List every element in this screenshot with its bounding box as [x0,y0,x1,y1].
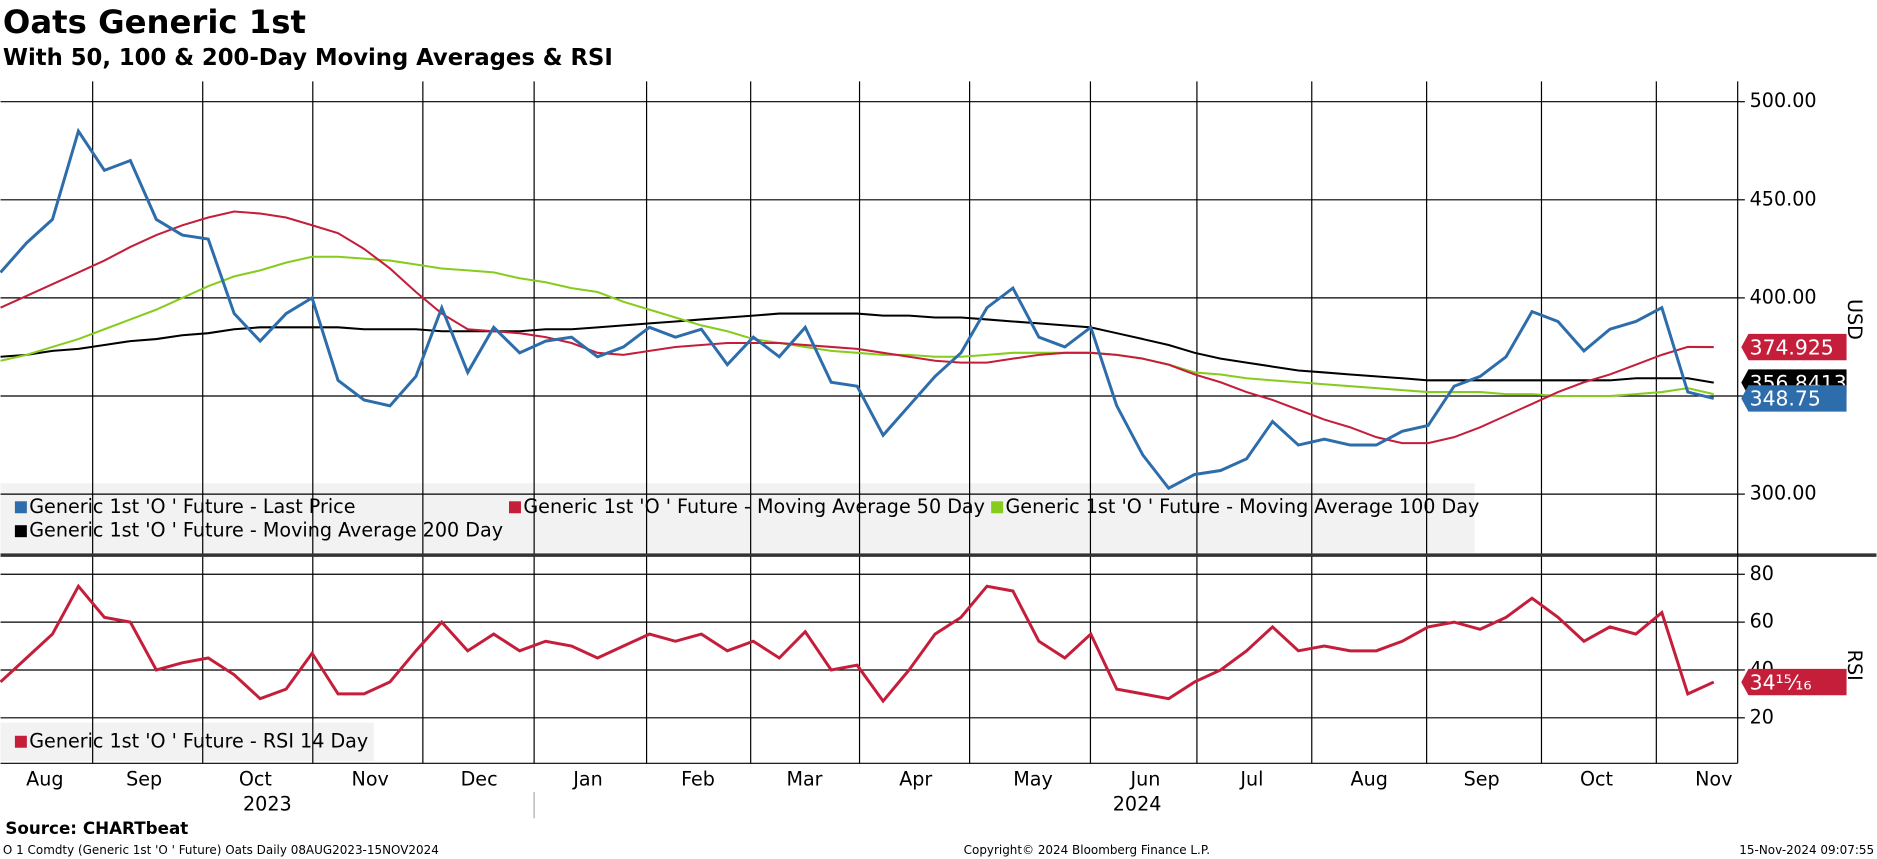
x-tick-label: Aug [1351,768,1388,791]
ticker-info: O 1 Comdty (Generic 1st 'O ' Future) Oat… [3,843,439,857]
tag-label: 34¹⁵⁄₁₆ [1750,670,1812,694]
tag-shape [1741,668,1847,696]
series-line [0,583,1715,704]
legend-box [0,722,374,761]
copyright: Copyright© 2024 Bloomberg Finance L.P. [964,843,1210,857]
tag-label: 374.925 [1750,335,1834,359]
y-axis-label: RSI [1843,650,1866,681]
x-tick-label: Sep [126,768,162,791]
legend-swatch [14,735,27,748]
y-tick-label: 20 [1750,705,1774,728]
x-tick-label: May [1013,768,1053,791]
x-tick-label: Sep [1464,768,1500,791]
tag-label: 348.75 [1750,387,1821,411]
timestamp: 15-Nov-2024 09:07:55 [1739,843,1874,857]
series-line [0,210,1714,445]
y-axis-label: USD [1843,299,1866,340]
y-tick-label: 300.00 [1750,482,1817,505]
legend-swatch [991,501,1004,514]
x-tick-label: Aug [26,768,63,791]
x-tick-label: Oct [1580,768,1614,791]
series-line [0,255,1714,398]
series-line [0,127,1715,491]
x-tick-label: Nov [1695,768,1732,791]
y-tick-label: 500.00 [1750,89,1817,112]
y-tick-label: 60 [1750,610,1774,633]
x-tick-label: Oct [239,768,273,791]
legend-label: Generic 1st 'O ' Future - RSI 14 Day [29,729,368,752]
legend-swatch [509,501,521,514]
last-value-tag: 348.75 [1741,385,1847,412]
last-value-tag: 34¹⁵⁄₁₆ [1741,668,1847,696]
x-tick-label: Feb [681,768,715,791]
legend-label: Generic 1st 'O ' Future - Last Price [29,495,355,518]
legend-label: Generic 1st 'O ' Future - Moving Average… [523,495,985,518]
legend-label: Generic 1st 'O ' Future - Moving Average… [29,519,503,542]
source: Source: CHARTbeat [5,818,188,838]
year-label: 2024 [1113,793,1162,816]
x-tick-label: Apr [899,768,932,791]
x-tick-label: Jul [1239,768,1263,791]
year-label: 2023 [243,793,292,816]
x-tick-label: Dec [461,768,498,791]
last-value-tag: 374.925 [1741,333,1847,361]
x-tick-label: Jan [572,768,602,791]
x-tick-label: Nov [352,768,389,791]
y-tick-label: 400.00 [1750,285,1817,308]
chart-title: Oats Generic 1st [3,3,306,41]
y-tick-label: 80 [1750,562,1774,585]
series-line [0,312,1714,384]
tag-shape [1741,333,1847,361]
y-tick-label: 450.00 [1750,187,1817,210]
legend-swatch [14,501,27,514]
x-tick-label: Jun [1130,768,1161,791]
chart-subtitle: With 50, 100 & 200-Day Moving Averages &… [3,45,613,71]
tag-shape [1741,385,1847,412]
vertical-grid [92,81,1657,764]
legend-swatch [14,525,27,538]
legend-box [0,483,1475,553]
x-tick-label: Mar [786,768,822,791]
legend-label: Generic 1st 'O ' Future - Moving Average… [1005,495,1479,518]
